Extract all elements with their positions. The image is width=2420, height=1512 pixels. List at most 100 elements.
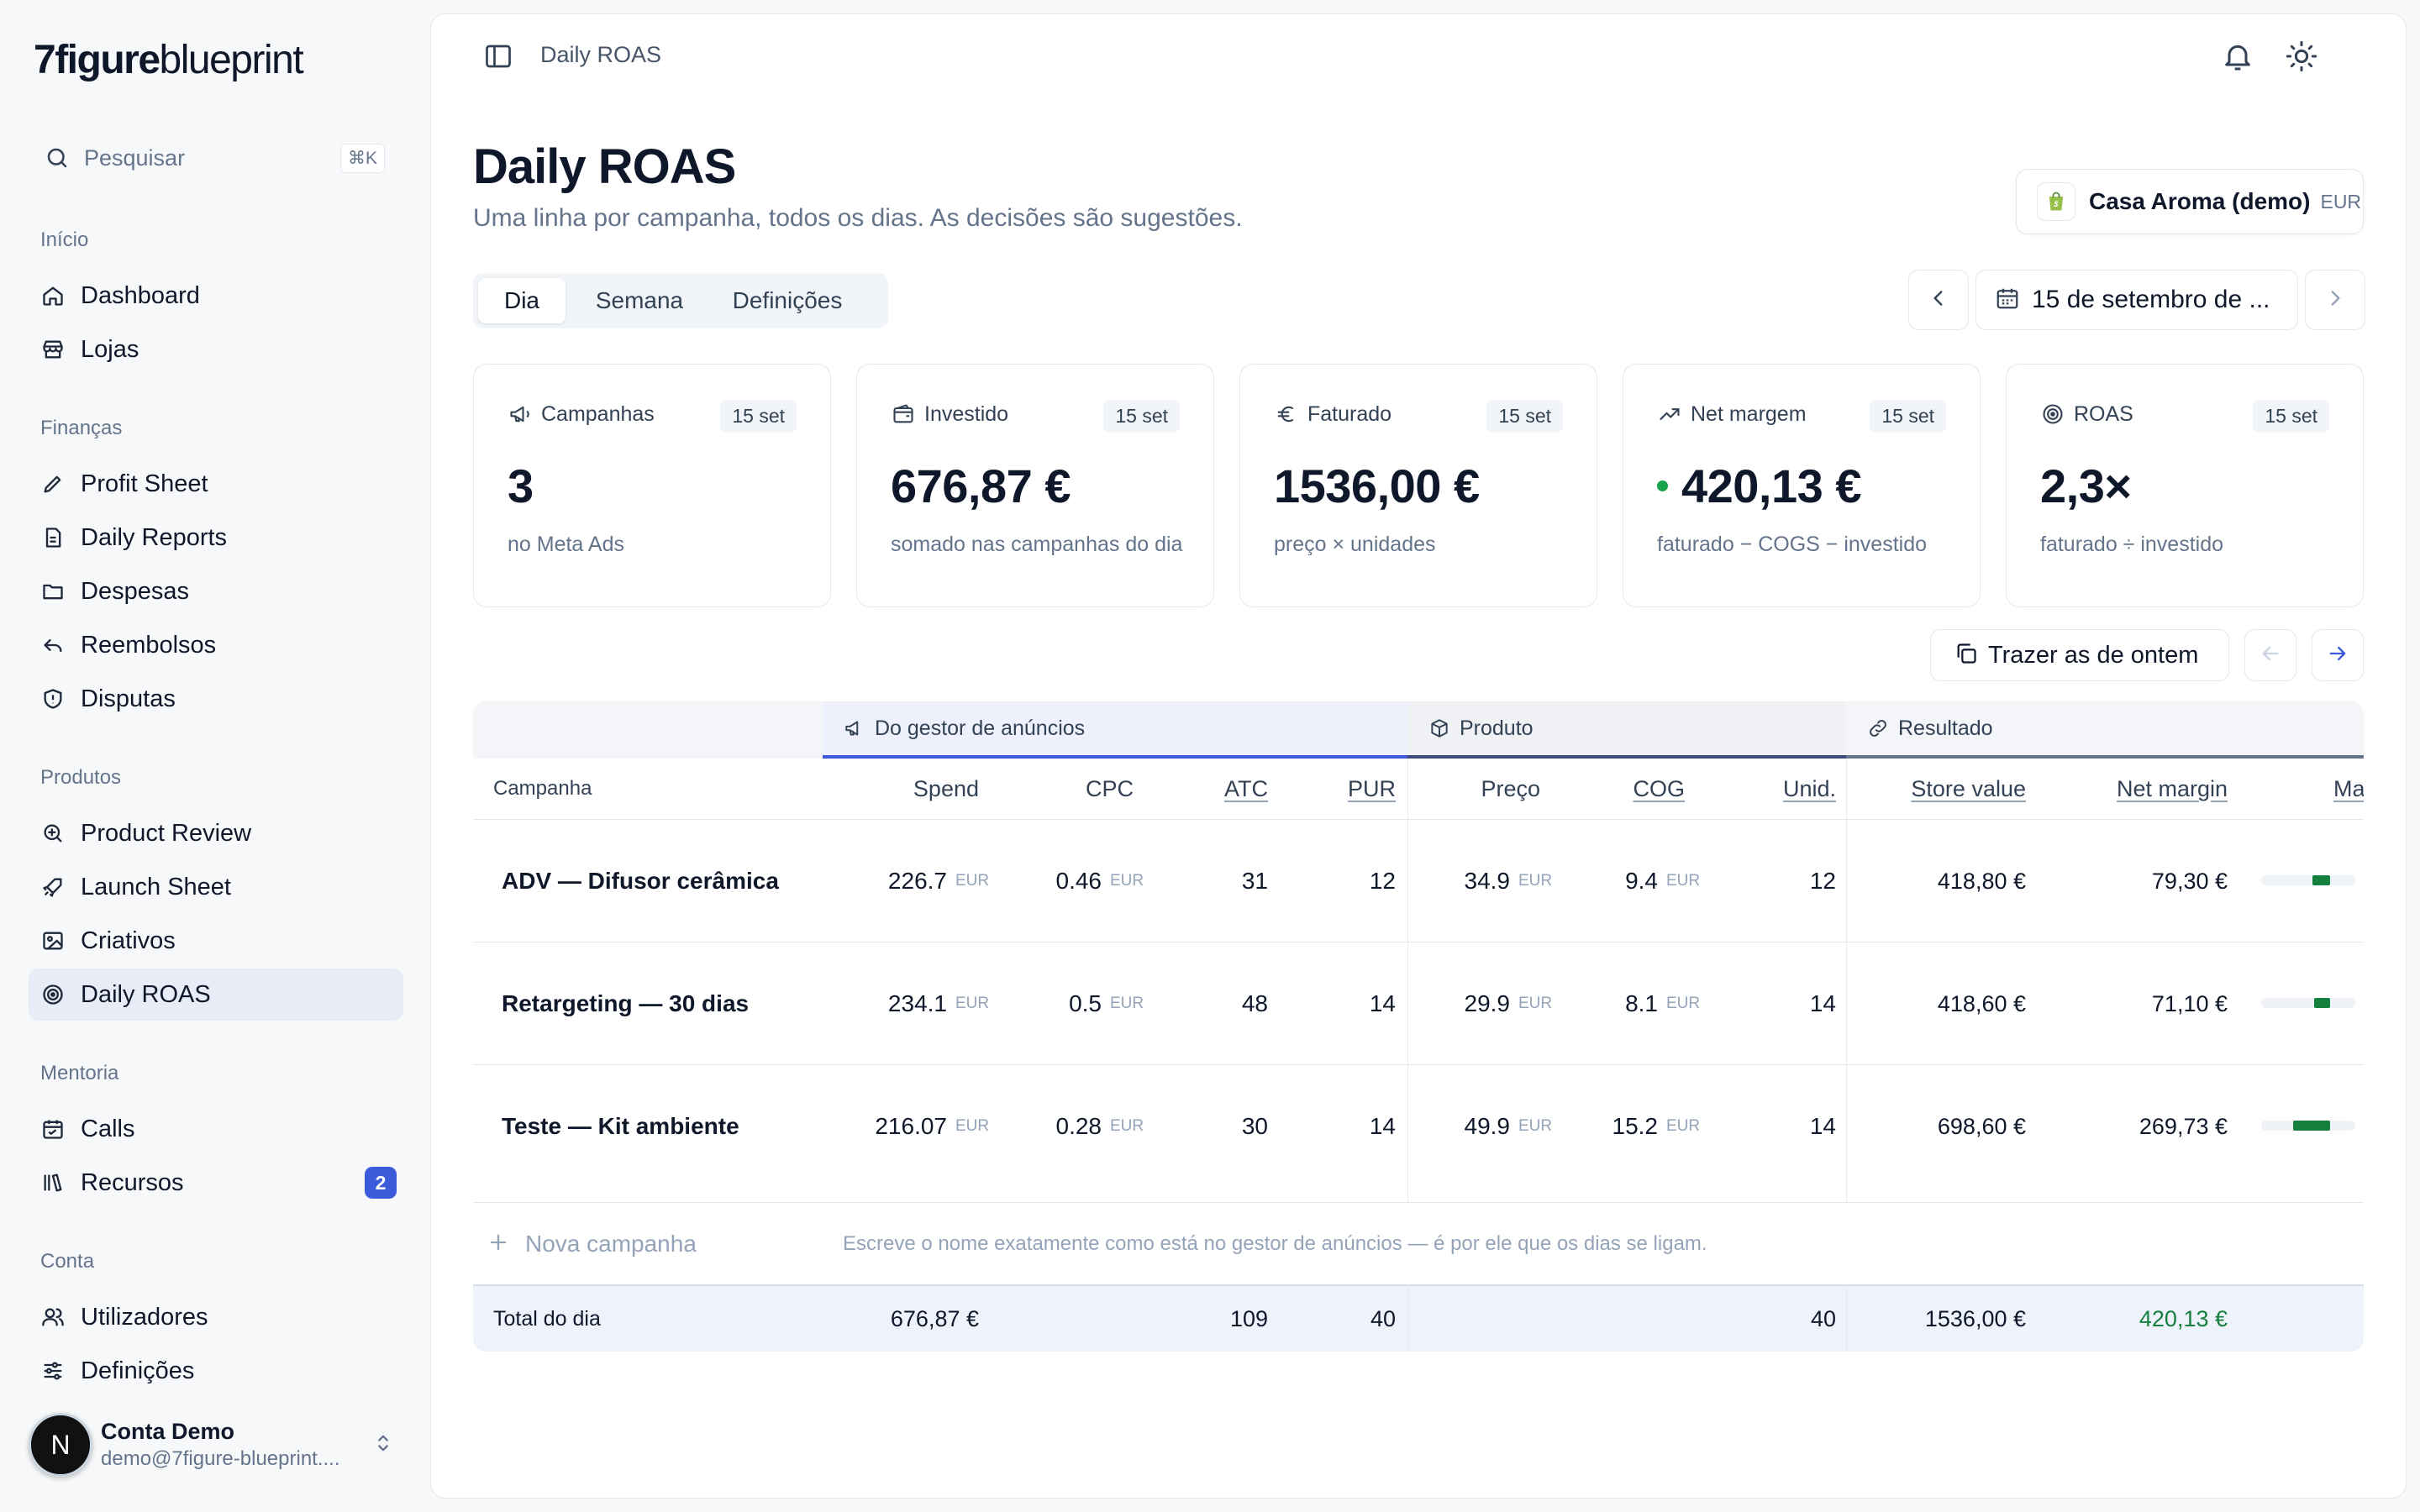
sidebar-item-lojas[interactable]: Lojas [29,323,403,375]
cog-value[interactable]: 8.1 [1625,990,1658,1016]
price-value[interactable]: 29.9 [1464,990,1511,1016]
date-picker[interactable]: 15 de setembro de ... [1975,270,2298,330]
bring-yesterday-button[interactable]: Trazer as de ontem [1930,629,2229,681]
new-campaign-input[interactable]: Nova campanha [525,1231,697,1257]
prev-date-button[interactable] [1908,270,1969,330]
library-icon [39,1168,67,1197]
kpi-label: Faturado [1307,402,1392,426]
sidebar-item-label: Lojas [81,335,139,363]
price-value[interactable]: 49.9 [1464,1113,1511,1139]
kpi-card-net-margem: Net margem 15 set 420,13 € faturado − CO… [1623,364,1981,607]
brand-logo-light: blueprint [159,38,304,82]
col-net-margin[interactable]: Net margin [2116,776,2228,801]
col-pur[interactable]: PUR [1347,776,1396,801]
col-spend[interactable]: Spend [913,776,979,801]
col-cog[interactable]: COG [1633,776,1685,801]
atc-value[interactable]: 31 [1241,868,1268,894]
sidebar-item-despesas[interactable]: Despesas [29,565,403,617]
spend-value[interactable]: 234.1 [887,990,947,1016]
target-icon [2040,402,2065,427]
sidebar-item-profit-sheet[interactable]: Profit Sheet [29,458,403,510]
pur-value[interactable]: 12 [1369,868,1396,894]
spend-currency: EUR [955,995,990,1012]
sidebar-toggle-icon[interactable] [483,41,513,71]
sidebar-item-launch-sheet[interactable]: Launch Sheet [29,861,403,913]
col-cpc[interactable]: CPC [1085,776,1134,801]
breadcrumb: Daily ROAS [540,42,662,67]
units-value[interactable]: 14 [1809,990,1836,1016]
kpi-caption: preço × unidades [1274,533,1436,556]
col-unid[interactable]: Unid. [1782,776,1836,801]
spend-currency: EUR [955,872,990,890]
sidebar-item-label: Reembolsos [81,631,217,659]
sidebar-item-dashboard[interactable]: Dashboard [29,270,403,322]
view-tabs: Dia Semana Definições [473,273,888,328]
cpc-value[interactable]: 0.46 [1055,868,1102,894]
sidebar-item-definicoes[interactable]: Definições [29,1345,403,1397]
cog-value[interactable]: 9.4 [1625,868,1658,894]
cog-value[interactable]: 15.2 [1612,1113,1659,1139]
arrow-left-icon [2259,642,2282,669]
pur-value[interactable]: 14 [1369,990,1396,1016]
bell-icon[interactable] [2221,39,2254,73]
sun-icon[interactable] [2285,39,2318,73]
sidebar-item-product-review[interactable]: Product Review [29,807,403,859]
cpc-value[interactable]: 0.5 [1069,990,1102,1016]
sidebar-item-disputas[interactable]: Disputas [29,673,403,725]
col-margin-bar[interactable]: Ma [2333,776,2364,801]
scroll-right-button[interactable] [2312,629,2364,681]
tab-dia[interactable]: Dia [478,278,566,323]
total-spend: 676,87 € [890,1306,979,1331]
user-menu[interactable]: N Conta Demo demo@7figure-blueprint.... [29,1411,403,1478]
col-atc[interactable]: ATC [1224,776,1268,801]
search-box[interactable]: Pesquisar ⌘K [29,134,390,181]
home-icon [39,281,67,310]
table-row[interactable]: Retargeting — 30 dias 234.1 EUR 0.5 EUR … [473,942,2364,1064]
calendar-icon [39,1115,67,1143]
campaign-name[interactable]: ADV — Difusor cerâmica [502,868,779,894]
table-row[interactable]: Teste — Kit ambiente 216.07 EUR 0.28 EUR… [473,1064,2364,1202]
sidebar-item-criativos[interactable]: Criativos [29,915,403,967]
section-title-conta: Conta [40,1250,95,1273]
tab-semana[interactable]: Semana [595,287,684,313]
col-store-value[interactable]: Store value [1911,776,2026,801]
sidebar-item-label: Utilizadores [81,1303,208,1331]
next-date-button[interactable] [2305,270,2365,330]
positive-dot [1657,480,1668,491]
users-icon [39,1303,67,1331]
sidebar-item-label: Calls [81,1115,135,1142]
kpi-value: 2,3× [2040,459,2132,512]
brand-logo-bold: 7figure [34,38,160,82]
brand-logo[interactable]: 7figureblueprint [34,37,304,83]
shopify-bag-icon [2037,182,2075,221]
cpc-currency: EUR [1110,872,1144,890]
col-preco[interactable]: Preço [1481,776,1540,801]
spend-value[interactable]: 226.7 [887,868,947,894]
campaign-name[interactable]: Teste — Kit ambiente [502,1113,739,1139]
sidebar-item-daily-reports[interactable]: Daily Reports [29,512,403,564]
sidebar-item-recursos[interactable]: Recursos 2 [29,1157,403,1209]
kpi-value: 676,87 € [891,459,1071,512]
sidebar-item-utilizadores[interactable]: Utilizadores [29,1291,403,1343]
sidebar-item-calls[interactable]: Calls [29,1103,403,1155]
chevron-right-icon [2324,287,2346,313]
atc-value[interactable]: 48 [1241,990,1268,1016]
campaign-name[interactable]: Retargeting — 30 dias [502,990,750,1016]
units-value[interactable]: 12 [1809,868,1836,894]
net-margin-value: 269,73 € [2139,1114,2228,1139]
group-header-product: Produto [1407,701,1846,759]
totals-label: Total do dia [493,1307,601,1331]
sidebar-item-reembolsos[interactable]: Reembolsos [29,619,403,671]
sidebar-item-daily-roas[interactable]: Daily ROAS [29,969,403,1021]
cpc-value[interactable]: 0.28 [1055,1113,1102,1139]
table-row[interactable]: ADV — Difusor cerâmica 226.7 EUR 0.46 EU… [473,819,2364,942]
sliders-icon [39,1357,67,1385]
pur-value[interactable]: 14 [1369,1113,1396,1139]
price-value[interactable]: 34.9 [1464,868,1511,894]
units-value[interactable]: 14 [1809,1113,1836,1139]
atc-value[interactable]: 30 [1241,1113,1268,1139]
store-selector[interactable]: Casa Aroma (demo) EUR [2016,169,2364,234]
tab-definicoes[interactable]: Definições [732,287,843,313]
spend-value[interactable]: 216.07 [875,1113,947,1139]
scroll-left-button[interactable] [2244,629,2296,681]
